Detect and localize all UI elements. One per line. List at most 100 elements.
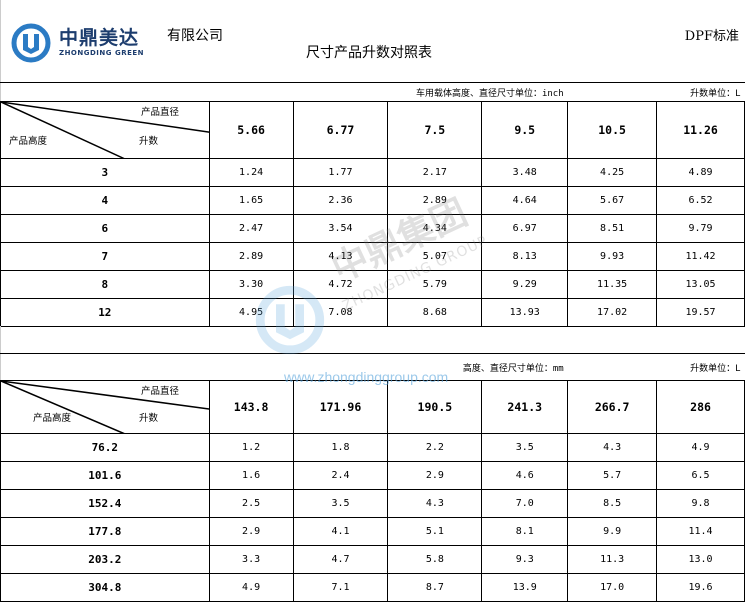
table-row: 7 2.89 4.13 5.07 8.13 9.93 11.42 [0, 242, 745, 271]
volume-cell: 4.3 [567, 433, 658, 462]
volume-cell: 4.13 [292, 242, 389, 271]
diameter-header: 10.5 [567, 101, 658, 159]
volume-cell: 6.97 [481, 214, 569, 243]
table-row: 12 4.95 7.08 8.68 13.93 17.02 19.57 [0, 298, 745, 327]
volume-cell: 4.3 [387, 489, 483, 518]
volume-cell: 7.08 [292, 298, 389, 327]
volume-cell: 2.4 [292, 461, 389, 490]
volume-cell: 4.64 [481, 186, 569, 215]
inch-table: 车用载体高度、直径尺寸单位：inch 升数单位：L 产品直径 产品高度 升数 5.6… [0, 82, 745, 327]
volume-cell: 13.0 [656, 545, 745, 574]
volume-cell: 17.0 [567, 573, 658, 602]
volume-cell: 2.89 [208, 242, 294, 271]
height-cell: 304.8 [0, 573, 210, 602]
volume-cell: 8.51 [567, 214, 658, 243]
logo-icon [11, 23, 51, 63]
volume-cell: 11.35 [567, 270, 658, 299]
volume-cell: 2.89 [387, 186, 483, 215]
header-row: 产品直径 产品高度 升数 5.66 6.77 7.5 9.5 10.5 11.26 [0, 101, 745, 159]
volume-cell: 2.17 [387, 158, 483, 187]
table-row: 4 1.65 2.36 2.89 4.64 5.67 6.52 [0, 186, 745, 215]
size-unit: 高度、直径尺寸单位：mm [0, 353, 568, 381]
height-cell: 8 [0, 270, 210, 299]
table-row: 101.6 1.6 2.4 2.9 4.6 5.7 6.5 [0, 461, 745, 490]
volume-cell: 4.1 [292, 517, 389, 546]
height-cell: 6 [0, 214, 210, 243]
corner-cell: 产品直径 产品高度 升数 [0, 380, 210, 434]
volume-cell: 6.5 [656, 461, 745, 490]
diameter-header: 11.26 [656, 101, 745, 159]
volume-cell: 13.9 [481, 573, 569, 602]
height-cell: 3 [0, 158, 210, 187]
volume-cell: 8.13 [481, 242, 569, 271]
unit-row: 车用载体高度、直径尺寸单位：inch 升数单位：L [0, 82, 745, 102]
volume-cell: 1.77 [292, 158, 389, 187]
volume-cell: 5.8 [387, 545, 483, 574]
height-cell: 7 [0, 242, 210, 271]
volume-cell: 1.65 [208, 186, 294, 215]
diameter-header: 6.77 [292, 101, 389, 159]
volume-cell: 4.95 [208, 298, 294, 327]
unit-row: 高度、直径尺寸单位：mm 升数单位：L [0, 353, 745, 381]
mm-table: 高度、直径尺寸单位：mm 升数单位：L 产品直径 产品高度 升数 143.8 171.… [0, 353, 745, 602]
volume-unit: 升数单位：L [567, 353, 745, 381]
volume-cell: 2.2 [387, 433, 483, 462]
volume-cell: 3.5 [481, 433, 569, 462]
volume-cell: 17.02 [567, 298, 658, 327]
diameter-header: 9.5 [481, 101, 569, 159]
volume-unit: 升数单位：L [567, 82, 745, 102]
volume-cell: 1.6 [208, 461, 294, 490]
height-cell: 203.2 [0, 545, 210, 574]
table-row: 6 2.47 3.54 4.34 6.97 8.51 9.79 [0, 214, 745, 243]
volume-cell: 7.0 [481, 489, 569, 518]
corner-diameter: 产品直径 [141, 386, 180, 397]
volume-cell: 8.1 [481, 517, 569, 546]
height-cell: 152.4 [0, 489, 210, 518]
volume-cell: 9.79 [656, 214, 745, 243]
brand-name: 中鼎美达 [59, 27, 140, 49]
volume-cell: 4.34 [387, 214, 483, 243]
table-row: 177.8 2.9 4.1 5.1 8.1 9.9 11.4 [0, 517, 745, 546]
volume-cell: 11.4 [656, 517, 745, 546]
height-cell: 12 [0, 298, 210, 327]
volume-cell: 11.42 [656, 242, 745, 271]
diameter-header: 190.5 [387, 380, 483, 434]
volume-cell: 9.3 [481, 545, 569, 574]
sheet-header: 中鼎美达 ZHONGDING GREEN 有限公司 尺寸产品升数对照表 DPF标… [0, 0, 745, 82]
diagonal-lines [1, 381, 210, 434]
table-row: 8 3.30 4.72 5.79 9.29 11.35 13.05 [0, 270, 745, 299]
diameter-header: 171.96 [292, 380, 389, 434]
volume-cell: 13.93 [481, 298, 569, 327]
volume-cell: 3.48 [481, 158, 569, 187]
volume-cell: 4.72 [292, 270, 389, 299]
volume-cell: 3.30 [208, 270, 294, 299]
size-unit: 车用载体高度、直径尺寸单位：inch [0, 82, 568, 102]
table-row: 3 1.24 1.77 2.17 3.48 4.25 4.89 [0, 158, 745, 187]
volume-cell: 5.67 [567, 186, 658, 215]
volume-cell: 2.5 [208, 489, 294, 518]
page-title: 尺寸产品升数对照表 [306, 45, 432, 61]
volume-cell: 8.68 [387, 298, 483, 327]
spacer-row [0, 326, 745, 353]
volume-cell: 2.47 [208, 214, 294, 243]
height-cell: 76.2 [0, 433, 210, 462]
volume-cell: 5.7 [567, 461, 658, 490]
corner-height: 产品高度 [33, 413, 72, 425]
volume-cell: 8.5 [567, 489, 658, 518]
company-suffix: 有限公司 [167, 28, 223, 44]
volume-cell: 3.54 [292, 214, 389, 243]
volume-cell: 5.1 [387, 517, 483, 546]
diameter-header: 5.66 [208, 101, 294, 159]
height-cell: 101.6 [0, 461, 210, 490]
header-row: 产品直径 产品高度 升数 143.8 171.96 190.5 241.3 266.7 28… [0, 380, 745, 434]
volume-cell: 2.9 [387, 461, 483, 490]
volume-cell: 4.6 [481, 461, 569, 490]
volume-cell: 1.24 [208, 158, 294, 187]
company-logo: 中鼎美达 ZHONGDING GREEN [11, 23, 144, 63]
corner-volume: 升数 [139, 413, 159, 425]
corner-height: 产品高度 [9, 136, 48, 148]
table-row: 76.2 1.2 1.8 2.2 3.5 4.3 4.9 [0, 433, 745, 462]
volume-cell: 4.25 [567, 158, 658, 187]
volume-cell: 9.9 [567, 517, 658, 546]
volume-cell: 5.07 [387, 242, 483, 271]
